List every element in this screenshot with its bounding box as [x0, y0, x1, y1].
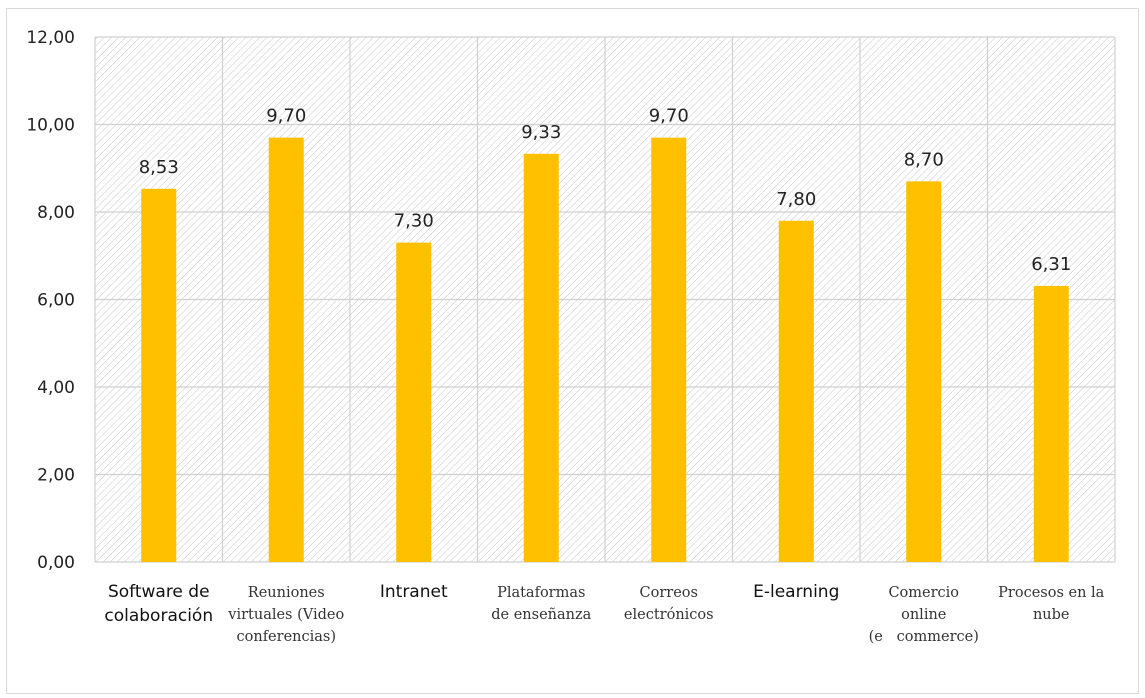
x-tick-label: conferencias) [237, 629, 337, 645]
y-tick-label: 6,00 [37, 291, 75, 311]
y-tick-label: 0,00 [37, 553, 75, 573]
y-tick-label: 10,00 [26, 116, 75, 136]
y-tick-label: 8,00 [37, 203, 75, 223]
y-tick-label: 12,00 [26, 28, 75, 48]
data-label: 8,53 [139, 157, 179, 178]
data-label: 8,70 [904, 149, 944, 170]
bar [396, 242, 432, 562]
data-label: 7,30 [394, 211, 434, 232]
bar [906, 181, 942, 562]
bar [141, 188, 177, 562]
data-label: 6,31 [1031, 254, 1071, 275]
x-tick-label: Comercio [888, 585, 959, 601]
data-labels: 8,53 9,70 7,30 9,33 9,70 7,80 8,70 6,31 [139, 106, 1072, 275]
data-label: 9,70 [266, 106, 306, 127]
bars [141, 137, 1069, 562]
x-tick-label: Procesos en la [998, 585, 1105, 601]
y-tick-label: 2,00 [37, 466, 75, 486]
x-tick-label: virtuales (Video [227, 607, 344, 623]
category-separators [94, 37, 1116, 562]
bar [523, 153, 559, 562]
bar [651, 137, 687, 562]
y-tick-label: 4,00 [37, 378, 75, 398]
x-tick-label: (e commerce) [869, 629, 979, 645]
x-axis-labels: Software de colaboración Reuniones virtuale… [104, 582, 1104, 645]
y-axis-ticks: 0,00 2,00 4,00 6,00 8,00 10,00 12,00 [26, 28, 75, 573]
x-tick-label: Software de [108, 582, 210, 602]
x-tick-label: Intranet [380, 582, 448, 602]
data-label: 9,33 [521, 122, 561, 143]
x-tick-label: colaboración [104, 606, 213, 626]
x-tick-label: E-learning [753, 582, 839, 602]
bar [268, 137, 304, 562]
x-tick-label: de enseñanza [491, 607, 591, 623]
x-tick-label: nube [1033, 607, 1070, 623]
bar [1033, 285, 1069, 562]
x-tick-label: Plataformas [497, 585, 585, 601]
x-tick-label: online [901, 607, 946, 623]
data-label: 7,80 [776, 189, 816, 210]
x-tick-label: Reuniones [248, 585, 325, 601]
x-tick-label: Correos [640, 585, 698, 601]
x-tick-label: electrónicos [624, 607, 714, 623]
bar [778, 220, 814, 562]
data-label: 9,70 [649, 106, 689, 127]
